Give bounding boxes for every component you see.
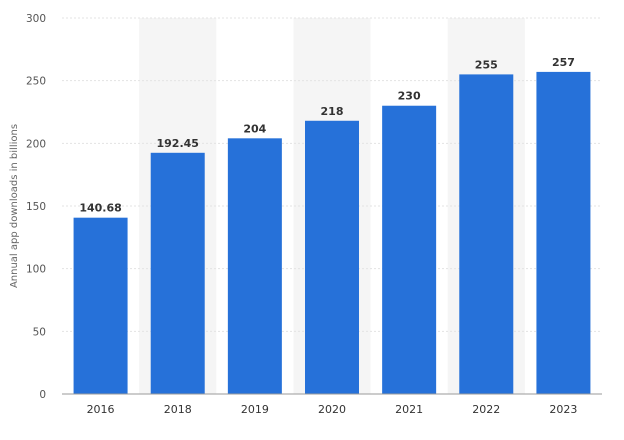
x-tick-label-2023: 2023	[549, 403, 577, 416]
y-axis-ticks: 0 50 100 150 200 250 300	[26, 13, 46, 401]
bar-2020	[305, 120, 359, 395]
x-tick-label-2021: 2021	[395, 403, 423, 416]
data-label-2020: 218	[321, 105, 344, 118]
y-tick-label: 100	[26, 264, 46, 276]
bar-2023	[536, 71, 591, 394]
x-tick-label-2016: 2016	[87, 403, 115, 416]
y-axis-title: Annual app downloads in billions	[9, 124, 20, 288]
bars	[73, 71, 591, 395]
bar-2019	[227, 138, 282, 394]
y-tick-label: 150	[26, 201, 46, 213]
x-tick-label-2022: 2022	[472, 403, 500, 416]
data-label-2018: 192.45	[156, 137, 198, 150]
x-tick-label-2020: 2020	[318, 403, 346, 416]
data-label-2019: 204	[243, 122, 266, 135]
y-tick-label: 300	[26, 13, 46, 25]
y-tick-label: 0	[39, 389, 46, 401]
x-tick-label-2018: 2018	[164, 403, 192, 416]
y-tick-label: 200	[26, 138, 46, 150]
data-labels: 140.68 192.45 204 218 230 255 257	[79, 56, 575, 215]
x-axis-ticks: 2016 2018 2019 2020 2021 2022 2023	[87, 403, 578, 416]
data-label-2022: 255	[475, 58, 498, 71]
bar-2018	[150, 152, 205, 394]
y-tick-label: 50	[33, 326, 46, 338]
data-label-2021: 230	[398, 90, 421, 103]
y-tick-label: 250	[26, 76, 46, 88]
bar-2022	[459, 74, 514, 395]
x-tick-label-2019: 2019	[241, 403, 269, 416]
bar-2021	[382, 105, 437, 394]
bar-2016	[73, 217, 128, 394]
data-label-2016: 140.68	[79, 202, 121, 215]
data-label-2023: 257	[552, 56, 575, 69]
